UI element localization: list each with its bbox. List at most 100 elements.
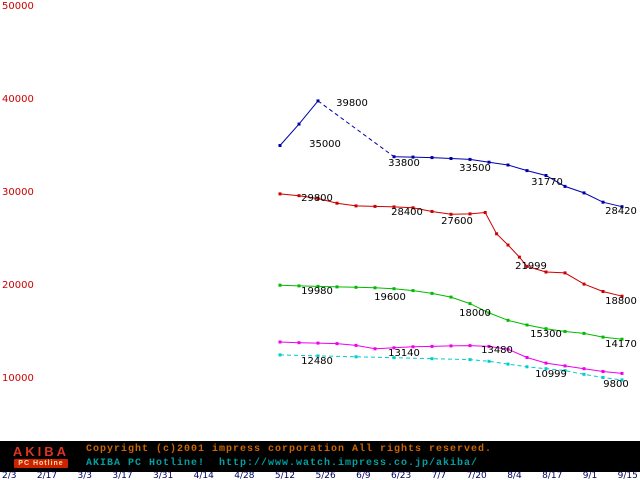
x-tick-label: 6/23 xyxy=(391,471,412,480)
green-price-line-marker xyxy=(411,289,415,293)
green-price-line-marker xyxy=(278,283,282,287)
red-price-line-marker xyxy=(373,204,377,208)
magenta-price-line-marker xyxy=(297,341,301,345)
point-label: 31770 xyxy=(531,177,563,188)
cyan-price-line-marker xyxy=(582,372,586,376)
blue-price-line-marker xyxy=(411,155,415,159)
y-tick-label: 30000 xyxy=(2,187,34,198)
green-price-line-marker xyxy=(392,287,396,291)
point-label: 35000 xyxy=(309,139,341,150)
magenta-price-line-marker xyxy=(582,367,586,371)
point-label: 15300 xyxy=(530,329,562,340)
blue-price-line-marker xyxy=(525,169,529,173)
green-price-line-marker xyxy=(297,284,301,288)
blue-price-line-marker xyxy=(449,157,453,160)
x-tick-label: 2/17 xyxy=(36,471,58,480)
point-label: 19600 xyxy=(374,292,406,303)
x-tick-label: 6/9 xyxy=(356,471,371,480)
point-label: 13140 xyxy=(388,348,420,359)
point-label: 28420 xyxy=(605,206,637,217)
point-label: 13480 xyxy=(481,345,513,356)
magenta-price-line-marker xyxy=(411,345,415,349)
x-tick-label: 7/7 xyxy=(431,471,447,480)
cyan-price-line-marker xyxy=(316,354,320,358)
y-tick-label: 40000 xyxy=(2,94,34,105)
x-tick-label: 7/20 xyxy=(466,471,487,480)
red-price-line-marker xyxy=(411,206,415,210)
blue-price-line-marker xyxy=(468,157,472,161)
red-price-line-marker xyxy=(563,271,567,275)
green-price-line-marker xyxy=(449,295,453,299)
cyan-price-line-marker xyxy=(468,358,472,362)
blue-price-line-marker xyxy=(278,144,282,147)
site-url-text: AKIBA PC Hotline! http://www.watch.impre… xyxy=(86,457,479,469)
red-price-line-marker xyxy=(525,264,529,268)
magenta-price-line-marker xyxy=(525,356,529,359)
point-label: 12480 xyxy=(301,356,333,367)
blue-price-line-marker xyxy=(392,155,396,159)
akiba-logo-text: AKIBA xyxy=(12,444,70,459)
point-label: 39800 xyxy=(336,98,368,109)
red-price-line-marker xyxy=(483,211,487,214)
point-label: 9800 xyxy=(603,379,628,390)
red-price-line xyxy=(279,193,623,297)
akiba-logo-subtitle: PC Hotline xyxy=(14,459,68,468)
magenta-price-line-marker xyxy=(449,344,453,348)
blue-price-line xyxy=(317,100,395,158)
green-price-line-marker xyxy=(563,330,567,333)
point-label: 33800 xyxy=(388,158,420,169)
y-tick-label: 10000 xyxy=(2,373,34,384)
green-price-line-marker xyxy=(316,284,320,288)
green-price-line-marker xyxy=(582,331,586,335)
red-price-line-marker xyxy=(620,294,624,298)
x-tick-label: 9/15 xyxy=(617,471,638,480)
blue-price-line-marker xyxy=(506,163,510,167)
green-price-line-marker xyxy=(506,318,510,322)
red-price-line-marker xyxy=(517,255,521,259)
cyan-price-line-marker xyxy=(525,365,529,369)
green-price-line-marker xyxy=(430,291,434,295)
red-price-line-marker xyxy=(506,243,510,247)
magenta-price-line-marker xyxy=(354,343,358,347)
blue-price-line-marker xyxy=(430,156,434,160)
cyan-price-line-marker xyxy=(620,378,624,382)
blue-price-line-marker xyxy=(601,200,605,204)
point-label: 10999 xyxy=(535,369,567,380)
x-tick-label: 2/3 xyxy=(2,471,17,480)
red-price-line-marker xyxy=(316,197,320,200)
red-price-line-marker xyxy=(468,212,472,216)
magenta-price-line-marker xyxy=(563,364,567,368)
point-label: 27600 xyxy=(441,216,473,227)
y-tick-label: 20000 xyxy=(2,280,34,291)
price-chart: 50000 40000 30000 20000 10000 35000 39800 33800… xyxy=(2,1,637,390)
cyan-price-line xyxy=(279,354,623,381)
red-price-line-marker xyxy=(544,270,548,274)
green-price-line-marker xyxy=(601,335,605,339)
magenta-price-line-marker xyxy=(601,370,605,373)
y-tick-label: 50000 xyxy=(2,1,34,12)
cyan-price-line-marker xyxy=(601,376,605,379)
magenta-price-line-marker xyxy=(620,371,624,375)
x-axis-date-labels: 2/3 2/17 3/3 3/17 3/31 4/14 4/28 5/12 5/26 6/9 6/2… xyxy=(0,472,640,480)
magenta-price-line-marker xyxy=(373,347,377,351)
cyan-price-line-marker xyxy=(278,353,282,357)
magenta-price-line-marker xyxy=(278,340,282,344)
magenta-price-line-marker xyxy=(468,344,472,348)
point-label: 19980 xyxy=(301,286,333,297)
x-tick-label: 5/12 xyxy=(274,471,296,480)
cyan-price-line-marker xyxy=(506,362,510,366)
red-price-line-marker xyxy=(278,192,282,196)
point-label: 29800 xyxy=(301,193,333,204)
green-price-line-marker xyxy=(487,311,491,315)
x-tick-label: 3/17 xyxy=(112,471,133,480)
x-tick-label: 8/4 xyxy=(507,471,522,480)
magenta-price-line-marker xyxy=(392,346,396,350)
magenta-price-line-marker xyxy=(544,361,548,365)
blue-price-line-marker xyxy=(297,122,301,126)
green-price-line-marker xyxy=(335,285,339,289)
footer-bar: AKIBA PC Hotline Copyright (c)2001 impre… xyxy=(0,441,640,472)
blue-price-line-marker xyxy=(563,184,567,188)
x-tick-label: 4/14 xyxy=(193,471,214,480)
copyright-text: Copyright (c)2001 impress corporation Al… xyxy=(86,443,493,455)
